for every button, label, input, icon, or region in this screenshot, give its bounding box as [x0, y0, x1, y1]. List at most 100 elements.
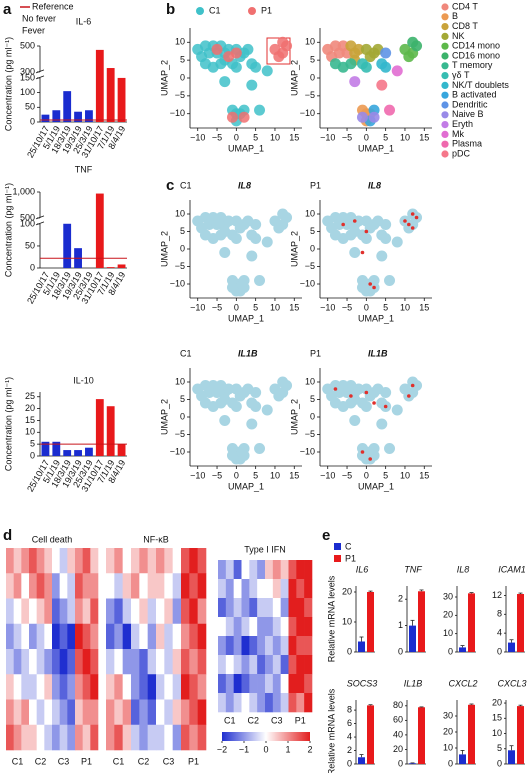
panel-label: a — [3, 1, 12, 18]
y-tick-label: 0 — [497, 646, 502, 656]
panel-label: d — [3, 527, 12, 544]
heatmap-cell — [257, 579, 266, 599]
background-cell — [391, 236, 403, 248]
expressing-cell — [372, 401, 376, 405]
y-tick-label: 0 — [347, 758, 352, 768]
heatmap-cell — [304, 636, 313, 656]
heatmap-cell — [147, 699, 157, 726]
bar — [409, 763, 416, 764]
heatmap-cell — [36, 573, 45, 599]
bar — [52, 441, 61, 456]
heatmap-cell — [197, 598, 207, 625]
heatmap-cell — [272, 636, 281, 656]
heatmap-cell — [304, 674, 313, 694]
y-axis-label: UMAP_2 — [159, 231, 169, 267]
heatmap-cell — [265, 560, 274, 580]
y-tick-label: −10 — [170, 278, 185, 288]
heatmap-cell — [197, 699, 207, 726]
heatmap-cell — [225, 655, 234, 675]
heatmap-cell — [225, 598, 234, 618]
y-axis-label: UMAP_2 — [289, 399, 299, 435]
heatmap-cell — [218, 598, 227, 618]
y-tick-label: 10 — [175, 37, 185, 47]
y-tick-label: 0 — [448, 646, 453, 656]
heatmap-cell — [114, 573, 123, 599]
heatmap-cell — [29, 724, 37, 751]
heatmap-cell — [241, 693, 250, 713]
heatmap-cell — [29, 649, 37, 675]
background-cell — [261, 236, 273, 248]
y-tick-label: 5 — [30, 439, 35, 449]
expressing-cell — [349, 394, 353, 398]
heatmap-cell — [218, 617, 227, 637]
y-tick-label: 20 — [25, 403, 35, 413]
legend-label: CD8 T — [452, 21, 478, 31]
heatmap-cell — [288, 560, 297, 580]
expressing-cell — [360, 250, 365, 255]
heatmap-cell — [90, 623, 99, 650]
heatmap-cell — [288, 693, 297, 713]
x-tick-label: −10 — [320, 302, 335, 312]
x-tick-label: −5 — [212, 132, 222, 142]
x-tick-label: 0 — [364, 470, 369, 480]
heatmap-cell — [181, 724, 190, 751]
background-cell — [345, 397, 357, 409]
heatmap-cell — [44, 649, 53, 675]
sample-label: P1 — [310, 348, 321, 358]
heatmap-cell — [218, 655, 227, 675]
legend-marker — [441, 101, 449, 109]
gene-label: IL1B — [238, 348, 258, 358]
heatmap-cell — [288, 598, 297, 618]
legend-label: T memory — [452, 60, 493, 70]
heatmap-cell — [106, 548, 115, 574]
group-label: C1 — [113, 756, 125, 766]
y-tick-label: 20 — [492, 697, 502, 707]
y-tick-label: 10 — [25, 427, 35, 437]
expressing-cell — [352, 219, 357, 223]
x-tick-label: 15 — [419, 302, 429, 312]
heatmap-cell — [44, 724, 53, 751]
bar — [517, 594, 524, 652]
heatmap-cell — [114, 674, 123, 700]
heatmap-cell — [21, 724, 30, 751]
heatmap-cell — [6, 699, 14, 726]
heatmap-cell — [139, 573, 148, 599]
background-cell — [246, 418, 258, 430]
y-tick-label: 5 — [180, 55, 185, 65]
heatmap-cell — [288, 617, 297, 637]
legend-marker — [441, 81, 449, 89]
heatmap-cell — [164, 699, 173, 726]
background-cell — [215, 229, 227, 241]
y-tick-label: 8 — [347, 704, 352, 714]
heatmap-cell — [29, 674, 37, 700]
heatmap-cell — [75, 598, 83, 625]
legend-label: Mk — [452, 129, 464, 139]
heatmap-cell — [82, 649, 91, 675]
expressing-cell — [383, 404, 388, 409]
heatmap-cell — [189, 623, 198, 650]
y-tick-label: 6 — [347, 718, 352, 728]
x-axis-label: UMAP_1 — [228, 143, 264, 153]
heatmap-cell — [181, 548, 190, 574]
heatmap-cell — [44, 699, 53, 726]
heatmap-cell — [13, 724, 22, 751]
heatmap-cell — [164, 724, 173, 751]
y-tick-label: 10 — [305, 37, 315, 47]
cell-point — [411, 40, 423, 52]
heatmap-cell — [257, 636, 266, 656]
heatmap-cell — [265, 655, 274, 675]
heatmap-cell — [241, 617, 250, 637]
expressing-cell — [407, 394, 411, 398]
heatmap-cell — [272, 598, 281, 618]
heatmap-cell — [257, 598, 266, 618]
heatmap-cell — [265, 636, 274, 656]
heatmap-cell — [21, 598, 30, 625]
heatmap-cell — [304, 579, 313, 599]
heatmap-cell — [218, 560, 227, 580]
heatmap-cell — [249, 579, 258, 599]
heatmap-cell — [280, 693, 289, 713]
heatmap-cell — [249, 598, 258, 618]
heatmap-cell — [197, 623, 207, 650]
legend-label: Fever — [22, 25, 45, 35]
expressing-cell — [403, 219, 407, 223]
